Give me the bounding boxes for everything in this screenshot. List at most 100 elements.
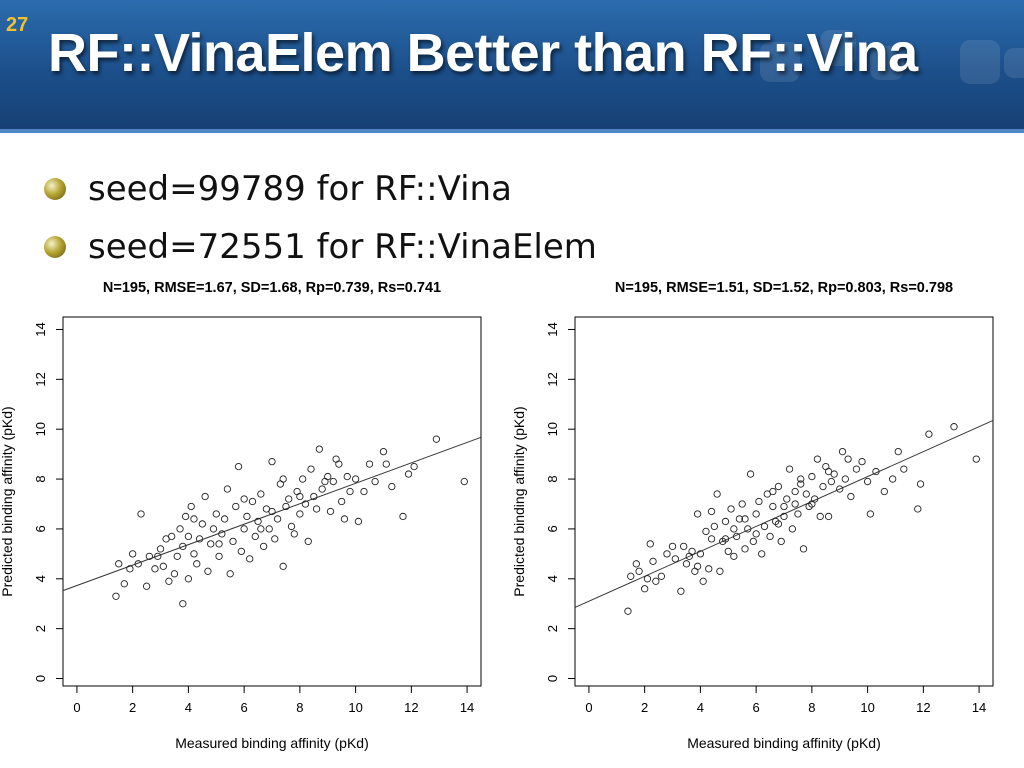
data-point <box>808 472 816 481</box>
data-point <box>223 485 232 493</box>
data-point <box>769 487 777 496</box>
scatter-plot-rf-vina: N=195, RMSE=1.67, SD=1.68, Rp=0.739, Rs=… <box>0 280 482 751</box>
data-point <box>215 552 223 561</box>
data-point <box>916 480 925 488</box>
data-point <box>273 515 282 523</box>
bullet-item: seed=99789 for RF::Vina <box>44 160 597 218</box>
data-point <box>632 560 640 568</box>
data-point <box>836 485 844 493</box>
data-point <box>279 475 287 483</box>
data-point <box>404 470 413 478</box>
data-point <box>151 565 159 573</box>
data-point <box>112 592 120 600</box>
data-point <box>190 515 198 523</box>
data-point <box>156 545 165 553</box>
plot-frame <box>574 316 994 687</box>
data-point <box>159 562 167 570</box>
banner-decoration <box>960 40 1000 84</box>
y-tick-label: 2 <box>33 625 48 632</box>
data-point <box>354 517 363 526</box>
data-point <box>824 512 833 521</box>
data-point <box>165 577 173 585</box>
data-point <box>894 447 902 456</box>
y-tick-label: 4 <box>545 575 560 582</box>
data-point <box>785 465 794 473</box>
data-point <box>137 510 145 518</box>
banner-decoration <box>870 46 904 80</box>
data-point <box>307 465 315 473</box>
y-tick-label: 0 <box>33 675 48 682</box>
y-tick-label: 10 <box>545 422 560 436</box>
data-point <box>872 467 880 476</box>
data-point <box>925 430 933 438</box>
x-tick-label: 14 <box>460 700 474 715</box>
y-tick-label: 0 <box>545 675 560 682</box>
data-point <box>126 565 134 573</box>
data-point <box>321 477 329 486</box>
data-point <box>120 580 128 588</box>
data-point <box>838 447 847 456</box>
data-point <box>184 575 193 583</box>
data-point <box>162 535 170 543</box>
data-point <box>268 457 276 466</box>
x-tick-label: 4 <box>697 700 704 715</box>
data-point <box>142 582 151 590</box>
bullet-item: seed=72551 for RF::VinaElem <box>44 218 597 276</box>
data-point <box>766 532 774 541</box>
data-point <box>900 465 908 473</box>
data-point <box>769 502 777 511</box>
data-point <box>668 542 677 551</box>
data-point <box>301 500 310 508</box>
data-point <box>240 495 248 503</box>
slide-title: RF::VinaElem Better than RF::Vina <box>48 23 918 83</box>
data-point <box>335 460 343 468</box>
data-point <box>696 550 705 558</box>
x-tick-label: 0 <box>585 700 592 715</box>
data-point <box>713 490 721 498</box>
data-point <box>329 477 337 486</box>
regression-line <box>574 420 994 608</box>
data-point <box>399 512 407 521</box>
data-point <box>707 535 716 543</box>
data-point <box>299 475 307 483</box>
data-point <box>663 550 671 558</box>
data-point <box>360 487 368 496</box>
data-point <box>265 525 273 533</box>
data-point <box>858 457 866 466</box>
data-point <box>760 522 769 531</box>
data-point <box>198 520 206 528</box>
y-tick-label: 6 <box>545 525 560 532</box>
data-point <box>816 512 824 521</box>
data-point <box>730 552 738 561</box>
data-point <box>774 520 783 528</box>
data-point <box>282 502 290 511</box>
x-tick-label: 10 <box>860 700 874 715</box>
data-point <box>752 510 760 518</box>
data-point <box>338 497 346 506</box>
data-point <box>251 532 259 541</box>
data-point <box>315 445 324 453</box>
data-point <box>635 567 643 575</box>
data-point <box>237 547 245 556</box>
data-point <box>680 542 688 551</box>
data-point <box>649 557 657 565</box>
y-axis-label: Predicted binding affinity (pKd) <box>512 406 527 596</box>
data-point <box>310 492 318 501</box>
data-point <box>304 537 312 546</box>
x-tick-label: 8 <box>808 700 815 715</box>
data-point <box>777 537 785 546</box>
data-point <box>190 550 198 558</box>
y-tick-label: 12 <box>545 372 560 386</box>
data-point <box>641 585 649 593</box>
data-point <box>432 435 441 443</box>
data-point <box>229 537 237 546</box>
banner-decoration <box>820 30 856 66</box>
data-point <box>184 532 193 541</box>
x-tick-label: 0 <box>73 700 80 715</box>
data-point <box>187 502 195 511</box>
data-point <box>268 507 276 516</box>
data-point <box>783 495 791 503</box>
data-point <box>181 512 190 521</box>
data-point <box>682 560 691 568</box>
data-point <box>627 572 635 580</box>
